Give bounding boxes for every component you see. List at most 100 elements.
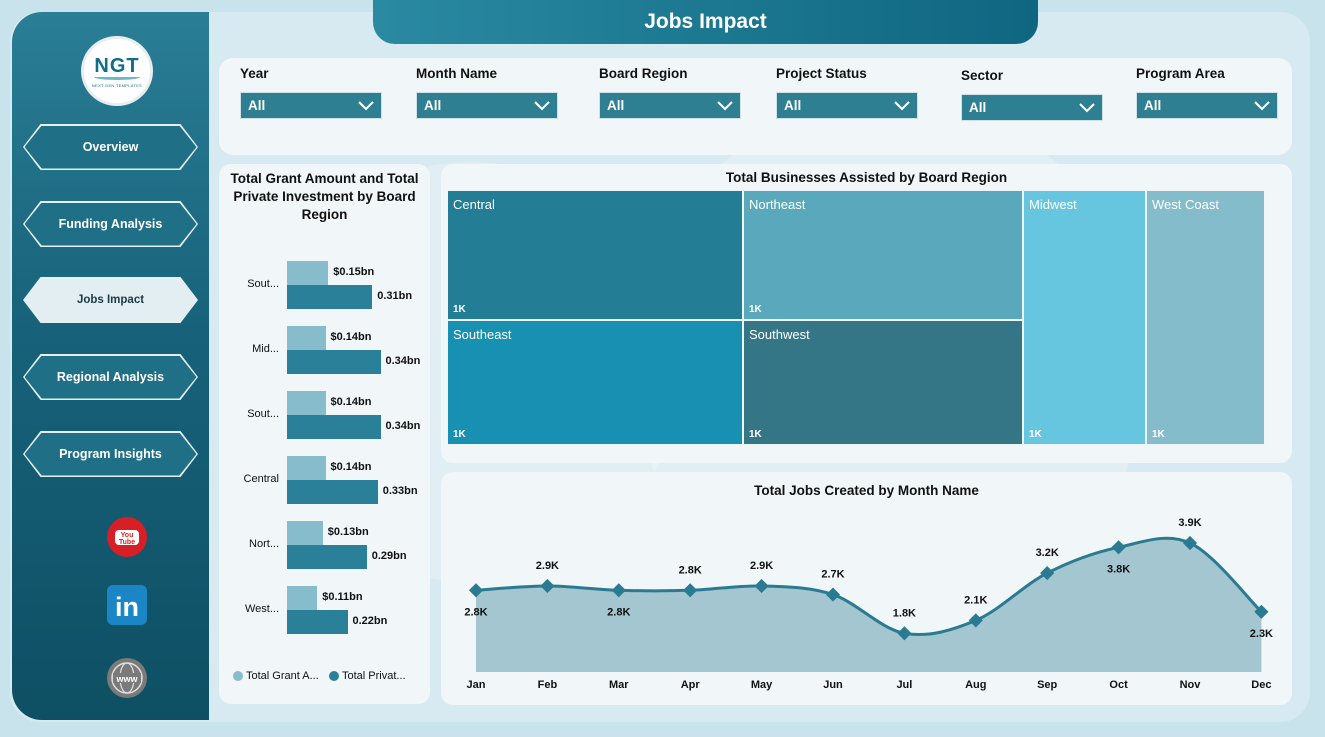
- businesses-treemap-title: Total Businesses Assisted by Board Regio…: [725, 170, 1008, 185]
- treemap-cell-northeast[interactable]: Northeast 1K: [743, 190, 1023, 320]
- jobs-data-point[interactable]: [1182, 535, 1198, 551]
- logo-swoosh-icon: [94, 74, 140, 80]
- logo-brand: NGT: [94, 54, 140, 77]
- jobs-data-label: 3.2K: [1036, 547, 1059, 559]
- nav-regional-analysis-button[interactable]: Regional Analysis: [23, 354, 198, 400]
- treemap-cell-southeast[interactable]: Southeast 1K: [447, 320, 743, 445]
- bar-data-label: 0.34bn: [385, 420, 421, 432]
- private-investment-bar[interactable]: [287, 415, 381, 439]
- private-investment-bar[interactable]: [287, 610, 348, 634]
- nav-funding-analysis-button[interactable]: Funding Analysis: [23, 201, 198, 247]
- jobs-area-fill: [476, 538, 1262, 672]
- private-investment-bar[interactable]: [287, 545, 367, 569]
- dropdown-value: All: [607, 98, 625, 113]
- x-axis-tick-label: Jan: [467, 679, 486, 691]
- bar-data-label: 0.29bn: [371, 550, 407, 562]
- treemap-cell-southwest[interactable]: Southwest 1K: [743, 320, 1023, 445]
- jobs-data-label: 2.8K: [679, 564, 702, 576]
- page-header: Jobs Impact: [373, 0, 1038, 44]
- filter-month-name: Month Name All: [416, 66, 558, 119]
- treemap-cell-value: 1K: [453, 304, 466, 315]
- filter-label: Month Name: [416, 66, 497, 81]
- grant-bar[interactable]: [287, 326, 326, 350]
- jobs-data-label: 2.9K: [750, 560, 773, 572]
- svg-text:in: in: [115, 592, 139, 622]
- globe-icon[interactable]: www: [106, 657, 148, 699]
- logo: NGT NEXT GEN TEMPLATES: [81, 36, 153, 106]
- bar-data-label: 0.33bn: [382, 485, 418, 497]
- chevron-down-icon: [358, 100, 374, 110]
- grant-bar[interactable]: [287, 261, 329, 285]
- jobs-data-point[interactable]: [611, 583, 626, 598]
- legend-private[interactable]: Total Privat...: [329, 670, 406, 682]
- bar-data-label: $0.14bn: [330, 331, 372, 343]
- nav-label: Overview: [82, 140, 139, 154]
- treemap-cell-name: Southwest: [749, 327, 810, 342]
- jobs-data-point[interactable]: [1254, 604, 1269, 619]
- bar-category-label: Central: [243, 473, 279, 485]
- bar-data-label: 0.31bn: [377, 290, 413, 302]
- bar-category-label: Mid...: [252, 343, 279, 355]
- treemap-cell-name: Midwest: [1029, 197, 1077, 212]
- board-region-dropdown[interactable]: All: [599, 92, 741, 119]
- jobs-data-label: 2.9K: [536, 560, 559, 572]
- bar-category-label: Sout...: [247, 408, 279, 420]
- private-investment-bar[interactable]: [287, 480, 378, 504]
- treemap-cell-central[interactable]: Central 1K: [447, 190, 743, 320]
- jobs-data-label: 2.8K: [464, 606, 487, 618]
- x-axis-tick-label: Jul: [896, 679, 912, 691]
- jobs-data-label: 2.8K: [607, 606, 630, 618]
- jobs-data-label: 3.8K: [1107, 563, 1130, 575]
- grant-investment-chart-card: Total Grant Amount and Total Private Inv…: [219, 164, 430, 704]
- page-title: Jobs Impact: [644, 10, 767, 33]
- treemap-cell-west-coast[interactable]: West Coast 1K: [1146, 190, 1265, 445]
- sector-dropdown[interactable]: All: [961, 94, 1103, 121]
- x-axis-tick-label: May: [751, 679, 773, 691]
- treemap-cell-value: 1K: [749, 429, 762, 440]
- nav-program-insights-button[interactable]: Program Insights: [23, 431, 198, 477]
- chevron-down-icon: [534, 100, 550, 110]
- jobs-data-point[interactable]: [468, 583, 484, 598]
- x-axis-tick-label: Sep: [1037, 679, 1057, 691]
- filter-label: Project Status: [776, 66, 867, 81]
- dropdown-value: All: [424, 98, 442, 113]
- month-name-dropdown[interactable]: All: [416, 92, 558, 119]
- chevron-down-icon: [1079, 102, 1095, 112]
- bar-data-label: $0.13bn: [327, 526, 369, 538]
- jobs-data-label: 1.8K: [893, 607, 916, 619]
- private-investment-bar[interactable]: [287, 350, 381, 374]
- x-axis-tick-label: Dec: [1251, 679, 1271, 691]
- youtube-icon[interactable]: You Tube: [106, 516, 148, 558]
- jobs-data-point[interactable]: [968, 613, 983, 628]
- project-status-dropdown[interactable]: All: [776, 92, 918, 119]
- treemap-cell-name: Central: [453, 197, 495, 212]
- private-investment-bar[interactable]: [287, 285, 373, 309]
- jobs-data-point[interactable]: [1111, 540, 1126, 555]
- x-axis-tick-label: Oct: [1109, 679, 1128, 691]
- treemap-cell-value: 1K: [1152, 429, 1165, 440]
- nav-jobs-impact-button[interactable]: Jobs Impact: [23, 277, 198, 323]
- treemap-cell-name: Southeast: [453, 327, 512, 342]
- dropdown-value: All: [969, 100, 987, 115]
- grant-bar[interactable]: [287, 456, 326, 480]
- dropdown-value: All: [248, 98, 266, 113]
- grant-bar[interactable]: [287, 586, 318, 610]
- businesses-treemap: Central 1K Northeast 1K Southeast 1K Southwest…: [441, 164, 1292, 463]
- nav-label: Jobs Impact: [76, 294, 145, 306]
- bar-data-label: $0.14bn: [330, 461, 372, 473]
- bar-data-label: $0.14bn: [330, 396, 372, 408]
- treemap-cell-midwest[interactable]: Midwest 1K: [1023, 190, 1146, 445]
- filter-label: Board Region: [599, 66, 688, 81]
- jobs-created-chart-card: Total Jobs Created by Month Name 2.8K Jan…: [441, 472, 1292, 705]
- year-dropdown[interactable]: All: [240, 92, 382, 119]
- grant-bar[interactable]: [287, 391, 326, 415]
- dropdown-value: All: [1144, 98, 1162, 113]
- program-area-dropdown[interactable]: All: [1136, 92, 1278, 119]
- legend-grant[interactable]: Total Grant A...: [233, 670, 319, 682]
- bar-category-label: West...: [244, 603, 279, 615]
- chevron-down-icon: [1254, 100, 1270, 110]
- jobs-data-label: 2.1K: [964, 594, 987, 606]
- grant-bar[interactable]: [287, 521, 323, 545]
- linkedin-icon[interactable]: in: [106, 584, 148, 626]
- nav-overview-button[interactable]: Overview: [23, 124, 198, 170]
